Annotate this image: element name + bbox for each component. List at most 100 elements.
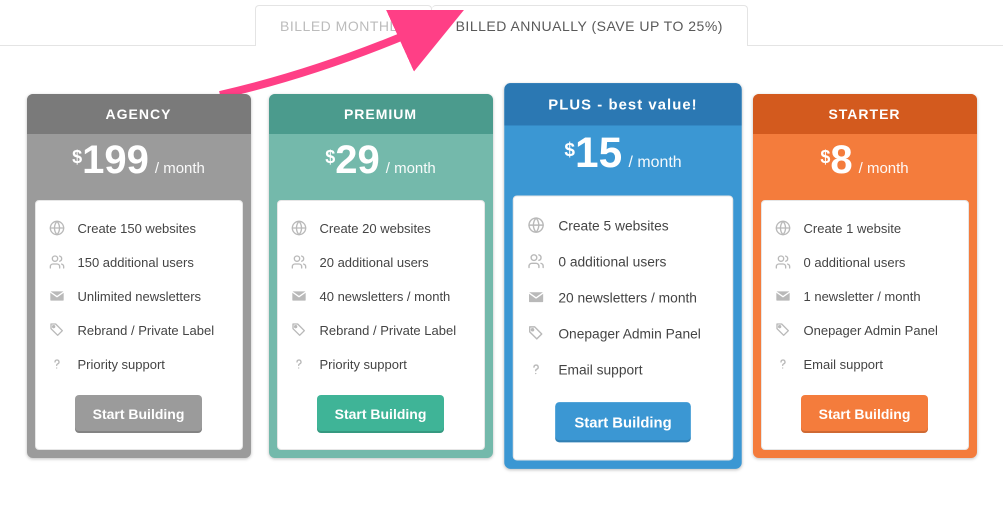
plan-body: Create 20 websites 20 additional users 40 …	[277, 200, 485, 450]
globe-icon	[48, 220, 66, 236]
feature-row: Create 150 websites	[48, 211, 230, 245]
start-building-button[interactable]: Start Building	[317, 395, 445, 433]
users-icon	[526, 253, 545, 270]
price-value: 199	[82, 140, 149, 180]
price-period: / month	[386, 160, 436, 177]
feature-text: Create 150 websites	[78, 221, 197, 236]
pricing-plans: AGENCY$199/ monthCreate 150 websites150 …	[0, 46, 1003, 458]
question-icon	[290, 356, 308, 372]
billing-tabs: BILLED MONTHLY BILLED ANNUALLY (SAVE UP …	[0, 0, 1003, 46]
feature-text: Create 20 websites	[320, 221, 431, 236]
feature-row: Email support	[526, 351, 719, 387]
price-value: 29	[335, 140, 380, 180]
price-value: 8	[830, 140, 852, 180]
feature-text: Unlimited newsletters	[78, 289, 202, 304]
plan-header: AGENCY $199 / month	[27, 94, 251, 200]
currency-symbol: $	[325, 147, 335, 168]
tag-icon	[48, 322, 66, 338]
globe-icon	[526, 217, 545, 234]
cta-wrap: Start Building	[774, 381, 956, 433]
start-building-button[interactable]: Start Building	[75, 395, 203, 433]
feature-row: 20 additional users	[290, 245, 472, 279]
users-icon	[48, 254, 66, 270]
plan-price: $15 / month	[504, 125, 741, 195]
plan-title: AGENCY	[27, 94, 251, 134]
feature-text: Create 1 website	[804, 221, 902, 236]
feature-text: Onepager Admin Panel	[804, 323, 938, 338]
users-icon	[290, 254, 308, 270]
feature-row: 40 newsletters / month	[290, 279, 472, 313]
feature-row: 150 additional users	[48, 245, 230, 279]
plan-body: Create 1 website 0 additional users 1 news…	[761, 200, 969, 450]
mail-icon	[48, 288, 66, 304]
globe-icon	[290, 220, 308, 236]
plan-card-agency: AGENCY $199 / month Create 150 websites 150 …	[27, 94, 251, 458]
plan-price: $29 / month	[269, 134, 493, 200]
start-building-button[interactable]: Start Building	[801, 395, 929, 433]
feature-text: Rebrand / Private Label	[320, 323, 457, 338]
tag-icon	[290, 322, 308, 338]
mail-icon	[774, 288, 792, 304]
plan-card-plus: PLUS - best value! $15 / month Create 5 web…	[504, 83, 741, 469]
feature-row: Email support	[774, 347, 956, 381]
currency-symbol: $	[820, 147, 830, 168]
feature-text: Priority support	[320, 357, 407, 372]
tab-billed-monthly[interactable]: BILLED MONTHLY	[255, 5, 432, 46]
feature-row: Create 20 websites	[290, 211, 472, 245]
price-period: / month	[628, 153, 681, 171]
feature-text: Priority support	[78, 357, 165, 372]
feature-row: Onepager Admin Panel	[526, 315, 719, 351]
feature-row: Create 5 websites	[526, 207, 719, 243]
cta-wrap: Start Building	[290, 381, 472, 433]
feature-text: Onepager Admin Panel	[558, 325, 701, 341]
price-value: 15	[575, 132, 622, 174]
feature-row: Priority support	[290, 347, 472, 381]
price-period: / month	[859, 160, 909, 177]
plan-title: PLUS - best value!	[504, 83, 741, 125]
currency-symbol: $	[72, 147, 82, 168]
feature-text: Email support	[804, 357, 883, 372]
plan-card-starter: STARTER $8 / month Create 1 website 0 additi…	[753, 94, 977, 458]
feature-text: 40 newsletters / month	[320, 289, 451, 304]
question-icon	[526, 361, 545, 378]
plan-header: PREMIUM $29 / month	[269, 94, 493, 200]
start-building-button[interactable]: Start Building	[555, 402, 690, 442]
tag-icon	[774, 322, 792, 338]
feature-text: 0 additional users	[558, 253, 666, 269]
users-icon	[774, 254, 792, 270]
question-icon	[48, 356, 66, 372]
plan-header: STARTER $8 / month	[753, 94, 977, 200]
feature-row: 0 additional users	[526, 243, 719, 279]
feature-row: Priority support	[48, 347, 230, 381]
feature-row: 0 additional users	[774, 245, 956, 279]
plan-card-premium: PREMIUM $29 / month Create 20 websites 20 ad…	[269, 94, 493, 458]
cta-wrap: Start Building	[48, 381, 230, 433]
plan-title: PREMIUM	[269, 94, 493, 134]
feature-text: Rebrand / Private Label	[78, 323, 215, 338]
globe-icon	[774, 220, 792, 236]
plan-body: Create 5 websites 0 additional users 20 ne…	[512, 195, 732, 460]
feature-text: Create 5 websites	[558, 217, 668, 233]
question-icon	[774, 356, 792, 372]
feature-text: 0 additional users	[804, 255, 906, 270]
plan-price: $8 / month	[753, 134, 977, 200]
mail-icon	[526, 289, 545, 306]
feature-row: Create 1 website	[774, 211, 956, 245]
feature-row: 1 newsletter / month	[774, 279, 956, 313]
plan-body: Create 150 websites 150 additional users U…	[35, 200, 243, 450]
feature-text: 20 newsletters / month	[558, 289, 697, 305]
tab-billed-annually[interactable]: BILLED ANNUALLY (SAVE UP TO 25%)	[432, 5, 748, 46]
mail-icon	[290, 288, 308, 304]
currency-symbol: $	[564, 139, 575, 161]
feature-text: 1 newsletter / month	[804, 289, 921, 304]
feature-text: 150 additional users	[78, 255, 194, 270]
cta-wrap: Start Building	[526, 387, 719, 442]
plan-title: STARTER	[753, 94, 977, 134]
plan-price: $199 / month	[27, 134, 251, 200]
feature-text: 20 additional users	[320, 255, 429, 270]
feature-row: Rebrand / Private Label	[48, 313, 230, 347]
feature-row: Rebrand / Private Label	[290, 313, 472, 347]
feature-row: 20 newsletters / month	[526, 279, 719, 315]
price-period: / month	[155, 160, 205, 177]
tag-icon	[526, 325, 545, 342]
